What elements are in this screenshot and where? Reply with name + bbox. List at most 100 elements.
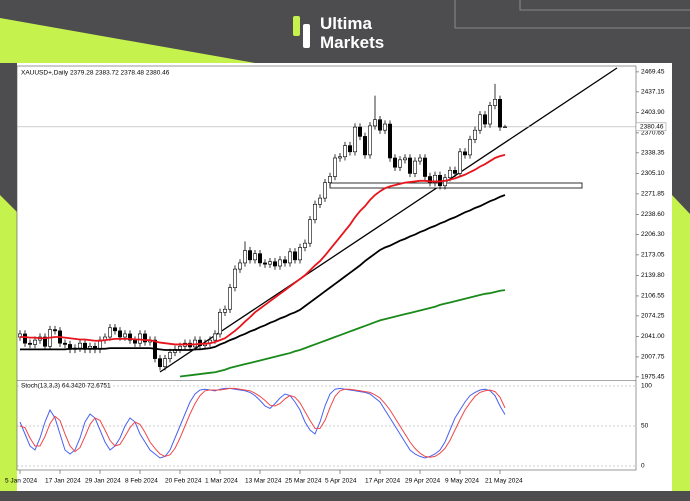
candle-body (467, 139, 472, 156)
moving-average (20, 154, 506, 346)
candle-body (332, 157, 337, 177)
candle-body (422, 157, 427, 177)
x-tick-label: 29 Jan 2024 (85, 478, 121, 485)
candle-body (412, 160, 417, 174)
x-tick-label: 5 Jan 2024 (5, 478, 38, 485)
candle-body (292, 251, 297, 261)
candle-body (502, 126, 507, 128)
candle-body (287, 251, 292, 264)
candle-body (158, 358, 163, 367)
trend-line (159, 67, 618, 373)
accent-shape (0, 18, 255, 63)
x-tick-label: 1 Mar 2024 (205, 478, 238, 485)
x-tick-label: 8 Feb 2024 (125, 478, 158, 485)
candle-body (352, 126, 357, 153)
candle-body (42, 336, 47, 347)
candle-body (133, 339, 138, 344)
candle-body (257, 253, 262, 264)
x-tick-label: 17 Apr 2024 (365, 478, 400, 485)
candle-body (262, 262, 267, 265)
candle-body (317, 197, 322, 205)
y-tick-label: 2106.55 (641, 293, 665, 300)
candle-body (342, 145, 347, 158)
candle-body (307, 219, 312, 244)
candle-body (143, 333, 148, 343)
candle-body (312, 203, 317, 221)
x-tick-label: 25 Mar 2024 (285, 478, 322, 485)
candle-body (243, 250, 248, 264)
candle-body (272, 261, 277, 267)
candle-body (432, 174, 437, 183)
price-tag (635, 122, 667, 132)
y-tick-label: 2074.25 (641, 313, 665, 320)
y-tick-label: 2173.05 (641, 252, 665, 259)
x-tick-label: 21 May 2024 (485, 478, 523, 485)
candle-body (198, 339, 203, 346)
candle-body (238, 262, 243, 270)
candle-body (302, 242, 307, 248)
candle-body (362, 136, 367, 156)
candle-body (267, 261, 272, 265)
candle-body (392, 157, 397, 168)
candle-body (497, 99, 502, 128)
candle-body (277, 259, 282, 267)
candle-body (118, 330, 123, 338)
y-tick-label: 50 (641, 423, 649, 430)
candle-body (472, 129, 477, 140)
y-tick-label: 2437.15 (641, 89, 665, 96)
candle-body (347, 145, 352, 153)
logo-icon (303, 24, 310, 48)
candle-body (213, 333, 218, 341)
candle-body (128, 333, 133, 341)
candle-body (462, 151, 467, 156)
candle-body (62, 342, 67, 345)
candle-body (337, 156, 342, 159)
candle-body (477, 114, 482, 131)
stochastic-line (19, 387, 506, 458)
candle-body (417, 157, 422, 162)
candle-body (233, 268, 238, 288)
candle-body (168, 352, 173, 359)
candle-body (32, 339, 37, 345)
x-tick-label: 13 Mar 2024 (245, 478, 282, 485)
y-tick-label: 2206.30 (641, 231, 665, 238)
y-tick-label: 2305.10 (641, 170, 665, 177)
candle-body (123, 333, 128, 338)
x-tick-label: 17 Jan 2024 (45, 478, 81, 485)
decor-line (454, 0, 690, 29)
candle-body (78, 342, 83, 349)
price-tag-label: 2380.46 (640, 124, 664, 131)
y-tick-label: 2403.90 (641, 109, 665, 116)
candle-body (253, 253, 258, 261)
y-tick-label: 0 (641, 463, 645, 470)
candle-body (407, 157, 412, 174)
candle-body (382, 123, 387, 131)
candle-body (178, 345, 183, 350)
candle-body (223, 308, 228, 313)
candle-body (138, 333, 143, 344)
candle-body (447, 170, 452, 179)
support-zone (329, 182, 583, 189)
candle-body (108, 327, 113, 338)
candle-body (297, 247, 302, 261)
candle-body (402, 157, 407, 161)
moving-average (179, 289, 506, 378)
candle-body (248, 250, 253, 261)
candle-body (357, 126, 362, 137)
candle-body (282, 259, 287, 264)
y-tick-label: 2370.65 (641, 130, 665, 137)
y-tick-label: 2338.35 (641, 150, 665, 157)
x-tick-label: 29 Apr 2024 (405, 478, 440, 485)
plot-frame (16, 65, 637, 471)
candle-body (377, 119, 382, 131)
candle-body (457, 151, 462, 174)
y-tick-label: 2007.75 (641, 354, 665, 361)
candle-body (27, 342, 32, 345)
y-tick-label: 2139.80 (641, 272, 665, 279)
candle-body (52, 329, 57, 332)
candle-body (372, 119, 377, 127)
chart-header: XAUUSD+,Daily 2379.28 2383.72 2378.48 23… (21, 70, 170, 77)
y-tick-label: 2041.00 (641, 333, 665, 340)
y-tick-label: 2271.85 (641, 191, 665, 198)
